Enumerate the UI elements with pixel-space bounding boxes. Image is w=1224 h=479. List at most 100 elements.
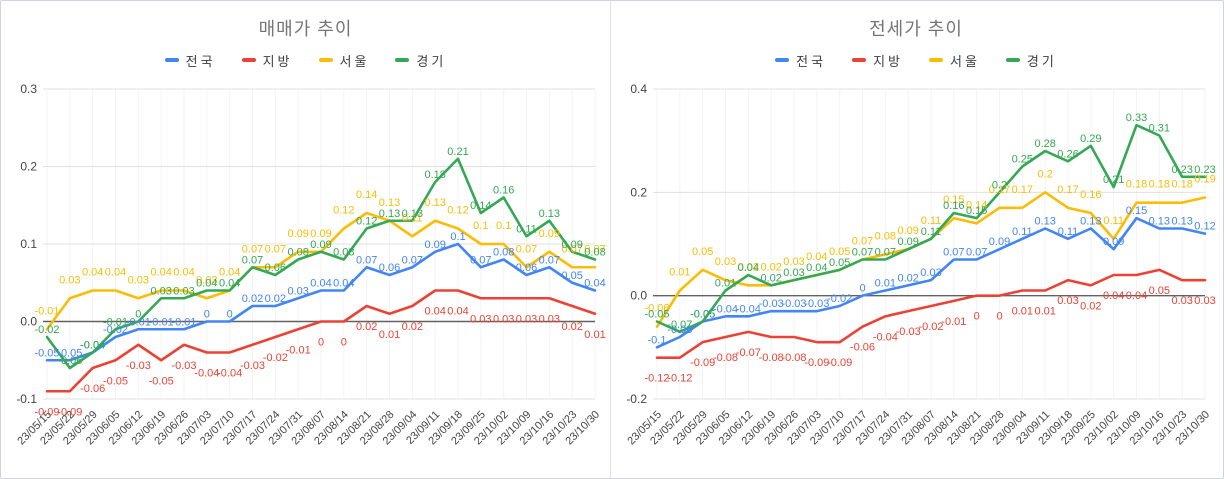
data-label: -0.04 bbox=[736, 303, 761, 315]
data-label: 0.14 bbox=[966, 199, 987, 211]
series-line-지방[interactable] bbox=[655, 268, 1207, 359]
data-label: 0.03 bbox=[1171, 295, 1192, 307]
data-label: 0.07 bbox=[242, 254, 263, 266]
data-label: 0.14 bbox=[356, 189, 377, 201]
data-label: -0.05 bbox=[690, 309, 715, 321]
data-label: 0.13 bbox=[539, 208, 560, 220]
series-line-경기[interactable] bbox=[655, 123, 1207, 334]
legend-item-경기[interactable]: 경기 bbox=[1005, 51, 1057, 70]
data-label: 0.13 bbox=[379, 208, 400, 220]
legend-item-지방[interactable]: 지방 bbox=[241, 51, 293, 70]
data-label: -0.03 bbox=[240, 360, 265, 372]
data-label: 0 bbox=[227, 309, 233, 321]
data-label: 0.09 bbox=[424, 239, 445, 251]
data-label: 0.05 bbox=[1149, 285, 1170, 297]
chart-panel-jeonse: 전세가 추이 전국 지방 서울 경기 0.4 0.2 0.0 -0.2 23/05/15 23/… bbox=[611, 1, 1221, 478]
data-label: 0.02 bbox=[760, 261, 781, 273]
data-label: -0.08 bbox=[781, 352, 806, 364]
data-label: 0.07 bbox=[516, 243, 537, 255]
data-label: 0.09 bbox=[897, 236, 918, 248]
data-label: 0.15 bbox=[943, 194, 964, 206]
data-label: 0.06 bbox=[516, 262, 537, 274]
legend-swatch bbox=[318, 58, 333, 62]
data-label: -0.05 bbox=[34, 347, 59, 359]
data-label: 0.04 bbox=[105, 267, 126, 279]
legend-item-전국[interactable]: 전국 bbox=[164, 51, 216, 70]
data-label: 0.12 bbox=[333, 205, 354, 217]
legend-swatch bbox=[1005, 58, 1020, 62]
data-label: -0.04 bbox=[80, 340, 105, 352]
data-label: 0.12 bbox=[447, 205, 468, 217]
data-label: -0.1 bbox=[648, 334, 667, 346]
data-label: 0.05 bbox=[829, 246, 850, 258]
legend-label: 서울 bbox=[339, 53, 370, 69]
legend-swatch bbox=[395, 58, 410, 62]
data-label: 0.1 bbox=[450, 231, 465, 243]
data-label: 0.07 bbox=[852, 247, 873, 259]
data-label: 0.1 bbox=[473, 220, 488, 232]
data-label: 0.09 bbox=[897, 225, 918, 237]
data-label: 0.21 bbox=[1103, 174, 1124, 186]
data-label: 0.07 bbox=[966, 247, 987, 259]
legend-item-경기[interactable]: 경기 bbox=[395, 51, 446, 70]
data-label: -0.03 bbox=[804, 298, 829, 310]
data-label: 0.08 bbox=[287, 247, 308, 259]
data-label: 0.04 bbox=[738, 262, 759, 274]
data-label: 0.07 bbox=[265, 243, 286, 255]
data-label: -0.05 bbox=[644, 309, 669, 321]
data-label: 0.04 bbox=[173, 267, 194, 279]
data-label: 0.09 bbox=[310, 228, 331, 240]
data-label: 0.18 bbox=[1149, 179, 1170, 191]
data-label: -0.04 bbox=[713, 303, 738, 315]
data-label: 0.02 bbox=[561, 321, 582, 333]
series-line-경기[interactable] bbox=[45, 157, 597, 370]
data-label: -0.01 bbox=[126, 316, 151, 328]
y-tick-label: -0.1 bbox=[16, 392, 37, 406]
data-label: 0.05 bbox=[829, 257, 850, 269]
legend-item-서울[interactable]: 서울 bbox=[318, 51, 370, 70]
legend-item-서울[interactable]: 서울 bbox=[929, 51, 980, 70]
data-label: -0.01 bbox=[171, 316, 196, 328]
series-line-전국[interactable] bbox=[45, 242, 597, 362]
legend-item-지방[interactable]: 지방 bbox=[852, 51, 903, 70]
data-label: 0.07 bbox=[852, 236, 873, 248]
data-label: 0.01 bbox=[669, 267, 690, 279]
data-label: -0.02 bbox=[263, 352, 288, 364]
y-tick-label: 0.2 bbox=[20, 160, 37, 174]
data-label: -0.02 bbox=[103, 324, 128, 336]
data-label: 0.03 bbox=[1194, 295, 1215, 307]
series-line-지방[interactable] bbox=[45, 289, 597, 393]
data-label: 0.09 bbox=[989, 236, 1010, 248]
series-line-전국[interactable] bbox=[655, 216, 1207, 349]
data-label: 0.18 bbox=[424, 169, 445, 181]
data-label: 0.19 bbox=[1194, 174, 1215, 186]
data-labels-지방: -0.12-0.12-0.09-0.08-0.07-0.08-0.08-0.09… bbox=[644, 285, 1215, 385]
data-label: 0.03 bbox=[128, 274, 149, 286]
data-label: -0.09 bbox=[690, 357, 715, 369]
data-label: 0.13 bbox=[1149, 216, 1170, 228]
data-label: 0.01 bbox=[1034, 306, 1055, 318]
legend-item-전국[interactable]: 전국 bbox=[775, 51, 826, 70]
data-label: 0.03 bbox=[920, 267, 941, 279]
y-tick-label: 0.3 bbox=[20, 82, 37, 96]
data-label: 0 bbox=[204, 309, 210, 321]
legend-label: 지방 bbox=[262, 53, 293, 69]
data-label: 0.04 bbox=[806, 251, 827, 263]
data-label: -0.04 bbox=[873, 331, 898, 343]
chart-panel-sale: 매매가 추이 전국 지방 서울 경기 0.3 0.2 0.1 0.0 -0.1 23/05/15… bbox=[1, 1, 611, 478]
data-label: 0.03 bbox=[287, 285, 308, 297]
data-label: 0.02 bbox=[897, 272, 918, 284]
data-label: 0.11 bbox=[921, 215, 942, 227]
legend-swatch bbox=[164, 58, 179, 62]
data-label: 0.01 bbox=[715, 278, 736, 290]
data-label: 0.33 bbox=[1126, 112, 1147, 124]
data-label: -0.08 bbox=[667, 324, 692, 336]
data-label: 0.15 bbox=[966, 205, 987, 217]
data-label: 0.29 bbox=[1080, 133, 1101, 145]
horizontal-gridlines: 0.4 0.2 0.0 -0.2 bbox=[626, 82, 1205, 406]
data-label: 0 bbox=[974, 311, 980, 323]
horizontal-gridlines: 0.3 0.2 0.1 0.0 -0.1 bbox=[16, 82, 595, 406]
data-label: 0.28 bbox=[1034, 138, 1055, 150]
data-label: 0.02 bbox=[242, 293, 263, 305]
